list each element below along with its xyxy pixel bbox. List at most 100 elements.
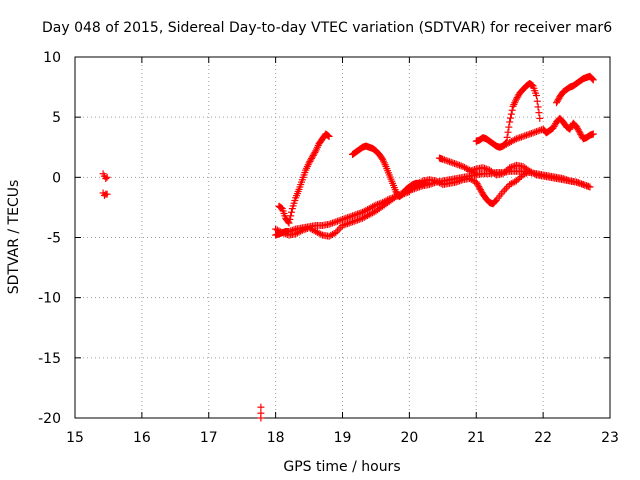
data-point — [308, 154, 316, 162]
data-point — [456, 161, 464, 169]
data-point — [567, 124, 575, 132]
data-point — [574, 179, 582, 187]
data-point — [507, 110, 515, 118]
y-axis-label: SDTVAR / TECUs — [6, 180, 22, 295]
data-point — [479, 164, 487, 172]
data-point — [330, 218, 338, 226]
data-point — [306, 157, 314, 165]
data-point — [103, 173, 111, 181]
data-point — [469, 166, 477, 174]
data-point — [457, 162, 465, 170]
data-point — [507, 163, 515, 171]
data-point — [333, 217, 341, 225]
data-point — [347, 212, 355, 220]
data-point — [355, 215, 363, 223]
data-point — [529, 129, 537, 137]
data-point — [282, 230, 290, 238]
data-point — [553, 99, 560, 107]
data-point — [504, 128, 512, 136]
data-point — [506, 118, 514, 126]
x-tick-label: 16 — [133, 430, 151, 446]
data-point — [491, 170, 499, 178]
data-point — [454, 161, 462, 169]
data-point — [522, 131, 530, 139]
data-point — [342, 220, 350, 228]
data-point — [475, 183, 483, 191]
data-point — [574, 126, 582, 134]
data-point — [355, 209, 363, 217]
data-point — [517, 133, 525, 141]
data-point — [534, 127, 542, 135]
data-point — [512, 95, 520, 103]
data-point — [349, 212, 357, 220]
x-tick-label: 19 — [334, 430, 352, 446]
data-point — [442, 156, 450, 164]
data-point — [447, 158, 455, 166]
data-point — [344, 214, 352, 222]
data-point — [339, 221, 346, 229]
data-point — [347, 218, 355, 226]
data-point — [471, 166, 479, 174]
grid-lines — [75, 57, 610, 418]
data-point — [467, 167, 475, 175]
data-point — [589, 76, 597, 84]
data-point — [449, 159, 457, 167]
data-point — [456, 177, 464, 185]
data-point — [588, 75, 596, 83]
data-point — [349, 218, 357, 226]
data-point — [332, 218, 340, 226]
data-point — [277, 204, 285, 212]
data-point — [357, 215, 365, 223]
data-point — [327, 220, 335, 228]
x-axis: 15 16 17 18 19 20 21 22 23 — [66, 57, 619, 446]
data-point — [579, 181, 587, 189]
data-points — [99, 72, 597, 422]
data-point — [337, 216, 345, 224]
data-point — [277, 203, 285, 211]
data-point — [305, 159, 313, 167]
data-point — [481, 164, 489, 172]
data-point — [378, 154, 386, 162]
data-point — [257, 414, 265, 422]
data-point — [328, 230, 336, 238]
data-point — [536, 114, 544, 122]
data-point — [573, 124, 581, 132]
data-point — [280, 229, 288, 237]
data-point — [446, 158, 453, 166]
data-point — [502, 184, 510, 192]
y-tick-label: -15 — [38, 351, 61, 367]
data-point — [553, 97, 561, 105]
y-tick-label: 0 — [52, 170, 61, 186]
x-tick-label: 18 — [267, 430, 285, 446]
x-tick-label: 22 — [534, 430, 552, 446]
data-point — [309, 151, 317, 159]
x-tick-label: 21 — [467, 430, 485, 446]
data-point — [311, 148, 319, 156]
data-point — [509, 179, 517, 187]
data-point — [307, 156, 315, 164]
data-point — [528, 81, 536, 89]
data-point — [521, 132, 529, 140]
data-point — [354, 210, 362, 218]
data-point — [583, 182, 591, 190]
data-point — [581, 181, 589, 189]
data-point — [285, 219, 293, 227]
data-point — [514, 175, 522, 183]
data-point — [476, 186, 484, 194]
data-point — [535, 109, 543, 117]
data-point — [286, 215, 294, 223]
y-tick-label: -20 — [38, 411, 61, 427]
data-point — [573, 178, 581, 186]
data-point — [278, 229, 286, 237]
data-point — [516, 134, 524, 142]
data-point — [514, 134, 522, 142]
data-point — [509, 163, 517, 171]
data-point — [482, 165, 490, 173]
data-point — [474, 181, 482, 189]
data-point — [354, 216, 362, 224]
data-point — [352, 217, 360, 225]
data-point — [370, 202, 378, 210]
data-point — [575, 127, 583, 135]
data-point — [357, 209, 365, 217]
